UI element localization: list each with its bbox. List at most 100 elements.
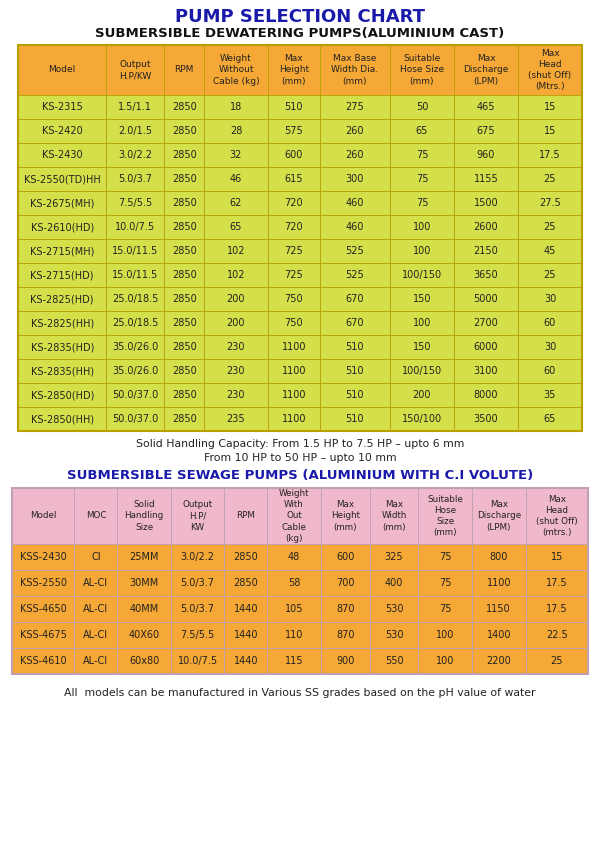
Text: Max
Height
(mm): Max Height (mm) xyxy=(279,55,309,86)
Text: AL-CI: AL-CI xyxy=(83,578,109,588)
Bar xyxy=(171,488,224,544)
Bar xyxy=(320,407,390,431)
Bar xyxy=(204,263,268,287)
Bar xyxy=(526,544,588,570)
Text: 100: 100 xyxy=(413,246,431,256)
Bar xyxy=(321,488,370,544)
Bar xyxy=(171,622,224,648)
Text: Suitable
Hose Size
(mm): Suitable Hose Size (mm) xyxy=(400,55,444,86)
Bar xyxy=(164,191,204,215)
Bar xyxy=(12,596,74,622)
Bar xyxy=(171,570,224,596)
Text: 615: 615 xyxy=(284,174,303,184)
Bar xyxy=(320,95,390,119)
Text: 700: 700 xyxy=(336,578,355,588)
Bar xyxy=(118,648,171,674)
Bar xyxy=(18,45,582,431)
Text: 1100: 1100 xyxy=(281,390,306,400)
Bar xyxy=(267,622,321,648)
Text: 28: 28 xyxy=(230,126,242,136)
Text: 2850: 2850 xyxy=(172,318,197,328)
Text: 15.0/11.5: 15.0/11.5 xyxy=(112,270,158,280)
Text: 150/100: 150/100 xyxy=(402,414,442,424)
Text: 465: 465 xyxy=(477,102,495,112)
Bar xyxy=(321,622,370,648)
Bar xyxy=(418,596,472,622)
Text: 65: 65 xyxy=(416,126,428,136)
Text: 1100: 1100 xyxy=(281,366,306,376)
Bar xyxy=(74,596,118,622)
Text: 5.0/3.7: 5.0/3.7 xyxy=(181,578,215,588)
Text: 2150: 2150 xyxy=(473,246,499,256)
Text: 110: 110 xyxy=(285,630,303,640)
Bar xyxy=(518,287,582,311)
Text: 58: 58 xyxy=(288,578,300,588)
Text: 670: 670 xyxy=(346,318,364,328)
Text: 600: 600 xyxy=(285,150,303,160)
Bar xyxy=(390,287,454,311)
Text: SUBMERSIBLE DEWATERING PUMPS(ALUMINIUM CAST): SUBMERSIBLE DEWATERING PUMPS(ALUMINIUM C… xyxy=(95,28,505,40)
Text: 100: 100 xyxy=(413,222,431,232)
Text: 460: 460 xyxy=(346,198,364,208)
Bar xyxy=(370,596,418,622)
Text: 102: 102 xyxy=(227,270,245,280)
Bar xyxy=(526,596,588,622)
Text: KS-2835(HH): KS-2835(HH) xyxy=(31,366,94,376)
Bar xyxy=(418,648,472,674)
Text: PUMP SELECTION CHART: PUMP SELECTION CHART xyxy=(175,8,425,26)
Text: KS-2835(HD): KS-2835(HD) xyxy=(31,342,94,352)
Bar xyxy=(454,215,518,239)
Bar xyxy=(518,119,582,143)
Bar xyxy=(118,570,171,596)
Text: KS-2430: KS-2430 xyxy=(42,150,83,160)
Text: 15.0/11.5: 15.0/11.5 xyxy=(112,246,158,256)
Text: 230: 230 xyxy=(227,390,245,400)
Bar xyxy=(268,335,320,359)
Text: 5.0/3.7: 5.0/3.7 xyxy=(181,604,215,614)
Bar xyxy=(224,622,267,648)
Text: 40X60: 40X60 xyxy=(128,630,160,640)
Bar xyxy=(224,488,267,544)
Text: Max
Discharge
(LPM): Max Discharge (LPM) xyxy=(463,55,509,86)
Bar xyxy=(267,648,321,674)
Bar xyxy=(74,544,118,570)
Text: 235: 235 xyxy=(227,414,245,424)
Bar xyxy=(268,359,320,383)
Text: 720: 720 xyxy=(284,222,303,232)
Bar xyxy=(204,95,268,119)
Bar xyxy=(454,95,518,119)
Text: KS-2825(HH): KS-2825(HH) xyxy=(31,318,94,328)
Bar xyxy=(204,359,268,383)
Bar xyxy=(390,191,454,215)
Bar xyxy=(518,239,582,263)
Bar xyxy=(518,95,582,119)
Text: 260: 260 xyxy=(346,126,364,136)
Text: 2600: 2600 xyxy=(473,222,498,232)
Bar xyxy=(390,95,454,119)
Bar xyxy=(106,191,164,215)
Text: 725: 725 xyxy=(284,246,303,256)
Text: 35.0/26.0: 35.0/26.0 xyxy=(112,366,158,376)
Text: 30: 30 xyxy=(544,342,556,352)
Bar xyxy=(164,359,204,383)
Bar xyxy=(106,287,164,311)
Bar xyxy=(106,143,164,167)
Text: 40MM: 40MM xyxy=(130,604,159,614)
Text: 60: 60 xyxy=(544,366,556,376)
Bar xyxy=(472,648,526,674)
Text: 2850: 2850 xyxy=(172,198,197,208)
Bar xyxy=(370,648,418,674)
Text: 510: 510 xyxy=(346,390,364,400)
Text: KS-2825(HD): KS-2825(HD) xyxy=(31,294,94,304)
Text: 260: 260 xyxy=(346,150,364,160)
Text: 18: 18 xyxy=(230,102,242,112)
Bar xyxy=(268,45,320,95)
Text: 1100: 1100 xyxy=(281,414,306,424)
Text: 150: 150 xyxy=(413,294,431,304)
Bar xyxy=(18,167,106,191)
Bar xyxy=(106,119,164,143)
Text: 27.5: 27.5 xyxy=(539,198,561,208)
Text: 2850: 2850 xyxy=(172,342,197,352)
Text: Suitable
Hose
Size
(mm): Suitable Hose Size (mm) xyxy=(427,495,463,537)
Bar xyxy=(204,167,268,191)
